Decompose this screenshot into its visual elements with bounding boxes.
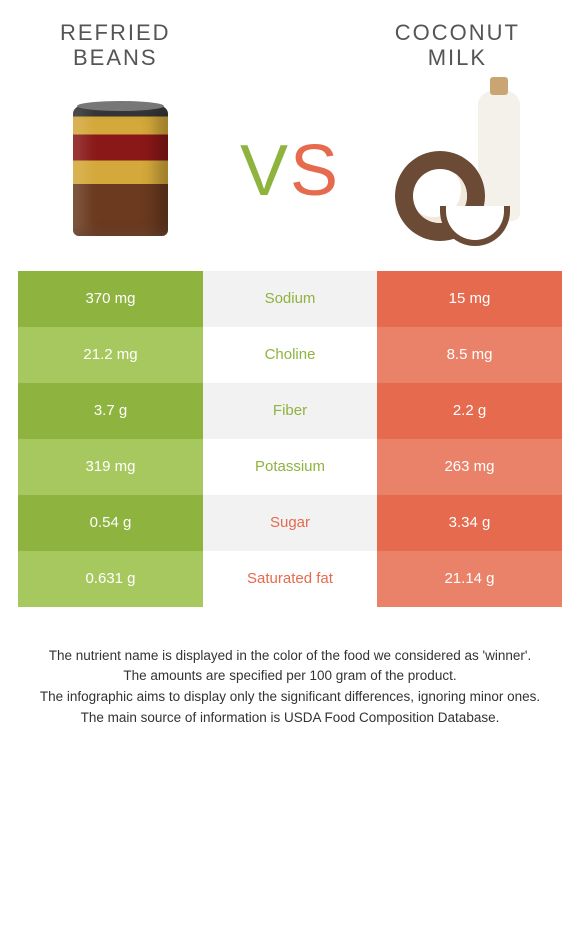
images-row: VS (0, 81, 580, 271)
right-food-image (390, 91, 530, 251)
footer-line: The amounts are specified per 100 gram o… (30, 667, 550, 686)
left-food-title: REFRIED BEANS (60, 20, 171, 71)
right-value: 21.14 g (377, 551, 562, 607)
table-row: 319 mgPotassium263 mg (18, 439, 562, 495)
right-food-title: COCONUT MILK (395, 20, 520, 71)
table-row: 3.7 gFiber2.2 g (18, 383, 562, 439)
nutrient-label: Sugar (203, 495, 377, 551)
footer-notes: The nutrient name is displayed in the co… (0, 607, 580, 729)
nutrient-label: Choline (203, 327, 377, 383)
footer-line: The infographic aims to display only the… (30, 688, 550, 707)
left-value: 370 mg (18, 271, 203, 327)
right-value: 15 mg (377, 271, 562, 327)
right-value: 8.5 mg (377, 327, 562, 383)
left-value: 21.2 mg (18, 327, 203, 383)
footer-line: The nutrient name is displayed in the co… (30, 647, 550, 666)
vs-label: VS (240, 130, 340, 212)
vs-v: V (240, 131, 290, 211)
header: REFRIED BEANS COCONUT MILK (0, 0, 580, 81)
nutrient-label: Saturated fat (203, 551, 377, 607)
coconut-icon (390, 91, 530, 251)
left-value: 0.54 g (18, 495, 203, 551)
right-value: 3.34 g (377, 495, 562, 551)
table-row: 0.54 gSugar3.34 g (18, 495, 562, 551)
footer-line: The main source of information is USDA F… (30, 709, 550, 728)
left-value: 3.7 g (18, 383, 203, 439)
left-food-image (50, 91, 190, 251)
table-row: 21.2 mgCholine8.5 mg (18, 327, 562, 383)
right-value: 263 mg (377, 439, 562, 495)
vs-s: S (290, 131, 340, 211)
nutrient-label: Sodium (203, 271, 377, 327)
nutrient-label: Potassium (203, 439, 377, 495)
nutrient-label: Fiber (203, 383, 377, 439)
right-value: 2.2 g (377, 383, 562, 439)
table-row: 370 mgSodium15 mg (18, 271, 562, 327)
table-row: 0.631 gSaturated fat21.14 g (18, 551, 562, 607)
left-value: 0.631 g (18, 551, 203, 607)
left-value: 319 mg (18, 439, 203, 495)
can-icon (73, 106, 168, 236)
nutrition-table: 370 mgSodium15 mg21.2 mgCholine8.5 mg3.7… (0, 271, 580, 607)
